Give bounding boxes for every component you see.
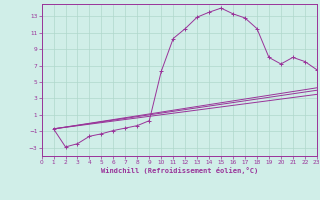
X-axis label: Windchill (Refroidissement éolien,°C): Windchill (Refroidissement éolien,°C) [100,167,258,174]
